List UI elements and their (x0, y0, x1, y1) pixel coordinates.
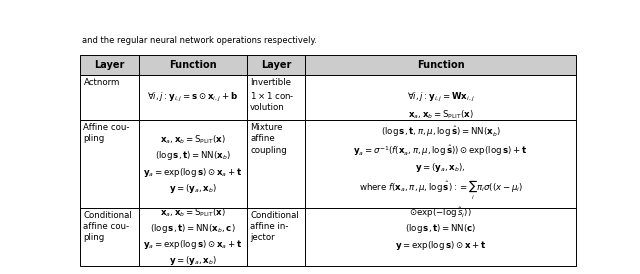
Bar (138, 75, 246, 121)
Bar (80, 121, 138, 208)
Text: Function: Function (169, 60, 216, 70)
Text: $\mathbf{x}_a, \mathbf{x}_b = \mathrm{S_{PLIT}}(\mathbf{x})$
$(\log \mathbf{s}, : $\mathbf{x}_a, \mathbf{x}_b = \mathrm{S_… (143, 207, 243, 267)
Text: $\mathbf{x}_a, \mathbf{x}_b = \mathrm{S_{PLIT}}(\mathbf{x})$
$(\log \mathbf{s}, : $\mathbf{x}_a, \mathbf{x}_b = \mathrm{S_… (353, 109, 528, 220)
Bar (138, 208, 246, 266)
Text: $(\log \mathbf{s}, \mathbf{t}) = \mathrm{NN}(\mathbf{c})$
$\mathbf{y} = \exp(\lo: $(\log \mathbf{s}, \mathbf{t}) = \mathrm… (395, 222, 486, 252)
Bar (80, 208, 138, 266)
Text: $\forall i,j : \mathbf{y}_{i,j} = \mathbf{s} \odot \mathbf{x}_{i,j} + \mathbf{b}: $\forall i,j : \mathbf{y}_{i,j} = \mathb… (147, 91, 238, 104)
Text: Actnorm: Actnorm (83, 78, 120, 87)
Bar (246, 208, 305, 266)
Bar (80, 75, 138, 121)
Text: Layer: Layer (260, 60, 291, 70)
Text: Conditional
affine cou-
pling: Conditional affine cou- pling (83, 210, 132, 242)
Bar (246, 75, 305, 121)
Bar (246, 55, 305, 75)
Bar (305, 55, 576, 75)
Bar (246, 121, 305, 208)
Text: Affine cou-
pling: Affine cou- pling (83, 123, 130, 143)
Bar (138, 121, 246, 208)
Text: $\forall i,j : \mathbf{y}_{i,j} = \mathbf{W}\mathbf{x}_{i,j}$: $\forall i,j : \mathbf{y}_{i,j} = \mathb… (406, 91, 475, 104)
Bar (305, 75, 576, 121)
Bar (305, 208, 576, 266)
Bar (305, 121, 576, 208)
Text: $\mathbf{x}_a, \mathbf{x}_b = \mathrm{S_{PLIT}}(\mathbf{x})$
$(\log \mathbf{s}, : $\mathbf{x}_a, \mathbf{x}_b = \mathrm{S_… (143, 134, 243, 195)
Text: Mixture
affine
coupling: Mixture affine coupling (250, 123, 287, 155)
Text: Conditional
affine in-
jector: Conditional affine in- jector (250, 210, 299, 242)
Text: Layer: Layer (94, 60, 124, 70)
Bar (138, 55, 246, 75)
Text: and the regular neural network operations respectively.: and the regular neural network operation… (83, 36, 317, 45)
Text: Function: Function (417, 60, 465, 70)
Bar (80, 55, 138, 75)
Text: Invertible
$1 \times 1$ con-
volution: Invertible $1 \times 1$ con- volution (250, 78, 294, 112)
